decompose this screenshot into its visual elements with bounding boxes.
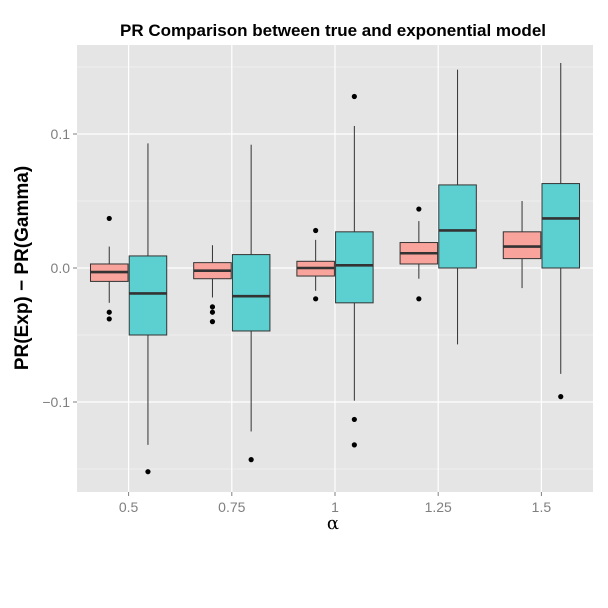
y-axis-label: PR(Exp) − PR(Gamma) [12, 166, 33, 370]
x-tick-label: 1.5 [532, 499, 552, 515]
outlier-point [209, 304, 216, 310]
y-tick-label: 0.0 [51, 260, 71, 276]
x-tick-label: 1.25 [425, 499, 452, 515]
box-iqr [231, 254, 271, 332]
chart-title: PR Comparison between true and exponenti… [120, 21, 546, 40]
box-group [89, 62, 581, 475]
outlier-point [106, 309, 112, 315]
y-tick-label: −0.1 [42, 394, 70, 410]
outlier-point [351, 442, 357, 448]
x-axis-label: α [327, 513, 339, 534]
box-iqr [502, 231, 542, 260]
box-iqr [335, 231, 374, 304]
box-iqr [438, 184, 477, 269]
outlier-point [106, 215, 112, 222]
outlier-point [351, 93, 357, 100]
outlier-point [416, 206, 422, 212]
outlier-point [209, 319, 216, 325]
box-iqr [128, 255, 168, 336]
outlier-point [313, 296, 319, 302]
x-tick-label: 0.5 [119, 499, 139, 515]
box-iqr [541, 183, 581, 269]
outlier-point [558, 394, 564, 400]
x-axis-ticks: 0.5 0.75 1 1.25 1.5 [119, 492, 551, 515]
outlier-point [248, 457, 254, 463]
outlier-point [209, 309, 216, 315]
outlier-point [313, 227, 319, 234]
outlier-point [106, 316, 112, 322]
y-tick-label: 0.1 [51, 126, 71, 142]
outlier-point [416, 296, 422, 302]
x-tick-label: 0.75 [218, 499, 245, 515]
x-tick-label: 1 [331, 499, 339, 515]
y-axis-ticks: −0.1 0.0 0.1 [42, 126, 77, 410]
outlier-point [351, 416, 357, 423]
outlier-point [145, 469, 151, 475]
